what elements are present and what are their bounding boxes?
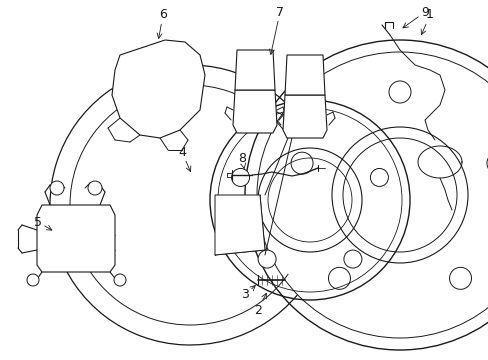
Circle shape bbox=[50, 65, 329, 345]
Circle shape bbox=[290, 152, 312, 174]
Polygon shape bbox=[283, 95, 326, 138]
Circle shape bbox=[88, 181, 102, 195]
Circle shape bbox=[343, 250, 361, 268]
Circle shape bbox=[50, 181, 64, 195]
Circle shape bbox=[370, 168, 387, 186]
Circle shape bbox=[209, 100, 409, 300]
Text: 6: 6 bbox=[157, 9, 166, 39]
Circle shape bbox=[136, 60, 160, 84]
Circle shape bbox=[163, 93, 186, 117]
Circle shape bbox=[231, 168, 249, 186]
Circle shape bbox=[486, 152, 488, 174]
Text: 9: 9 bbox=[402, 5, 428, 28]
Circle shape bbox=[114, 274, 126, 286]
Polygon shape bbox=[37, 205, 115, 272]
Text: 4: 4 bbox=[178, 145, 190, 172]
Circle shape bbox=[27, 274, 39, 286]
Text: 1: 1 bbox=[420, 9, 433, 35]
Text: 8: 8 bbox=[238, 152, 245, 168]
Circle shape bbox=[301, 118, 318, 136]
Polygon shape bbox=[232, 90, 276, 133]
Polygon shape bbox=[215, 195, 264, 255]
Text: 5: 5 bbox=[34, 216, 52, 230]
Circle shape bbox=[388, 81, 410, 103]
Text: 7: 7 bbox=[269, 5, 284, 54]
Polygon shape bbox=[235, 50, 274, 90]
Polygon shape bbox=[112, 40, 204, 138]
Circle shape bbox=[328, 267, 350, 289]
Circle shape bbox=[448, 267, 470, 289]
Text: 2: 2 bbox=[254, 293, 266, 316]
Text: 3: 3 bbox=[241, 285, 255, 302]
Circle shape bbox=[244, 40, 488, 350]
Circle shape bbox=[258, 250, 276, 268]
Polygon shape bbox=[285, 55, 325, 95]
